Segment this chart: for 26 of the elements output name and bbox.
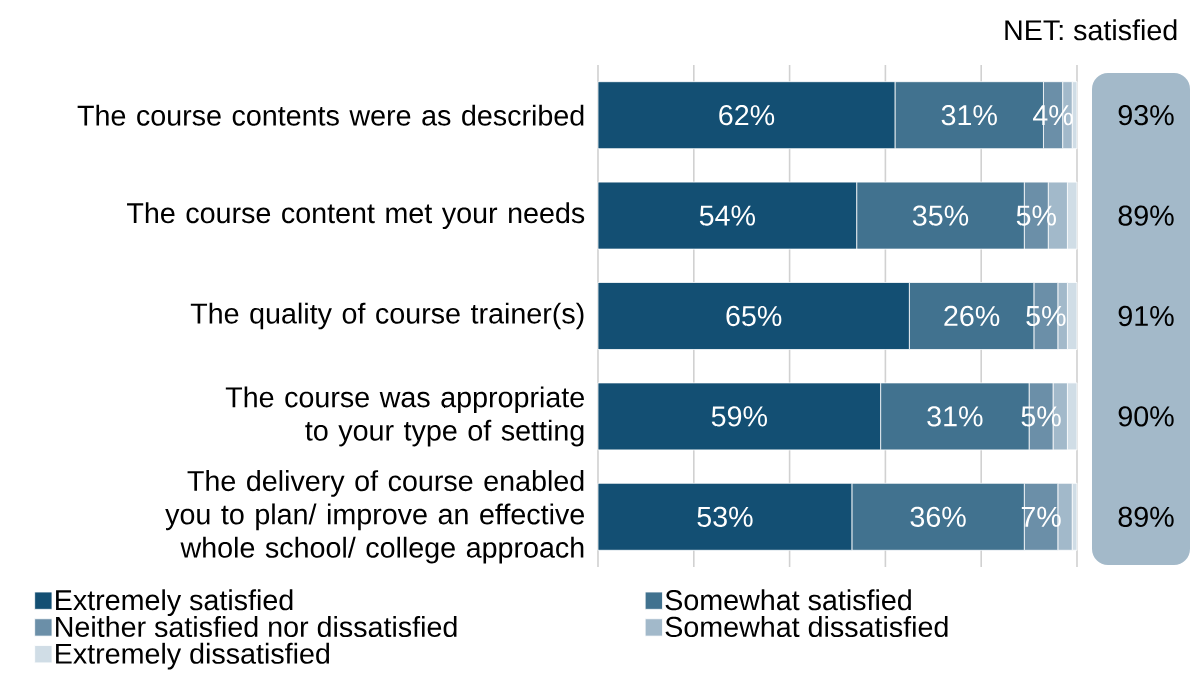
text: 93% (1118, 105, 1174, 126)
data-label: 31% (927, 406, 983, 427)
data-label: 65% (726, 305, 782, 327)
y-tick-label: The course contents were as described (77, 104, 584, 126)
legend-label: Extremely dissatisfied (56, 642, 330, 670)
data-label: 54% (699, 205, 755, 226)
legend-label: Extremely satisfied (56, 589, 293, 617)
legend-label: Neither satisfied nor dissatisfied (56, 616, 457, 638)
text: 90% (1118, 406, 1174, 427)
text: 91% (1118, 305, 1174, 327)
text: 89% (1118, 506, 1174, 527)
data-label: 26% (944, 305, 1000, 327)
data-label: 36% (910, 506, 966, 527)
y-tick-label: The course was appropriate to your type of setting (225, 386, 584, 447)
legend-label: Somewhat satisfied (665, 589, 911, 611)
y-tick-label: The course content met your needs (127, 202, 585, 229)
text: 89% (1118, 205, 1174, 226)
data-label: 62% (719, 105, 775, 126)
data-label: 31% (941, 105, 997, 126)
text: NET: satisfied (1005, 19, 1177, 41)
data-label: 53% (697, 506, 753, 527)
y-tick-label: The delivery of course enabled you to plan/ improve an effective whole school/ college approach (165, 470, 584, 564)
data-label: 35% (912, 205, 969, 226)
data-label: 59% (711, 406, 767, 427)
legend-label: Somewhat dissatisfied (665, 616, 948, 638)
y-tick-label: The quality of course trainer(s) (190, 302, 584, 330)
